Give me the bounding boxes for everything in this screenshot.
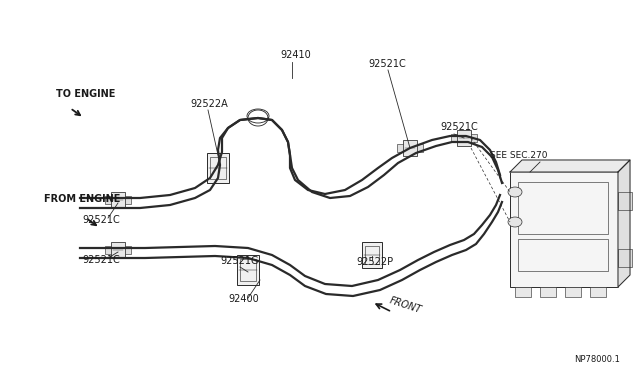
Bar [365, 246, 379, 264]
Text: 92521C: 92521C [82, 255, 120, 265]
Bar [451, 134, 457, 142]
Bar [207, 153, 229, 183]
Bar [518, 239, 608, 271]
Bar [362, 242, 382, 268]
Bar [237, 255, 259, 285]
Bar [618, 249, 632, 267]
Bar [210, 157, 226, 179]
Bar [471, 134, 477, 142]
Bar [515, 287, 531, 297]
Bar [111, 242, 125, 258]
Text: 92521G: 92521G [220, 256, 259, 266]
Bar [417, 144, 423, 152]
Bar [105, 246, 111, 254]
Bar [618, 192, 632, 210]
Polygon shape [510, 160, 630, 172]
Text: TO ENGINE: TO ENGINE [56, 89, 115, 99]
Ellipse shape [508, 187, 522, 197]
Bar [457, 130, 471, 146]
Bar [540, 287, 556, 297]
Bar [125, 246, 131, 254]
Bar [510, 172, 618, 287]
Bar [397, 144, 403, 152]
Bar [240, 259, 256, 281]
Polygon shape [618, 160, 630, 287]
Bar [111, 192, 125, 208]
Text: 92522P: 92522P [356, 257, 393, 267]
Text: 92521C: 92521C [368, 59, 406, 69]
Bar [125, 196, 131, 204]
Bar [105, 196, 111, 204]
Bar [403, 140, 417, 156]
Text: FRONT: FRONT [388, 295, 422, 315]
Ellipse shape [508, 217, 522, 227]
Bar [565, 287, 581, 297]
Bar [590, 287, 606, 297]
Bar [518, 182, 608, 234]
Text: 92521C: 92521C [82, 215, 120, 225]
Text: 92410: 92410 [280, 50, 311, 60]
Text: SEE SEC.270: SEE SEC.270 [490, 151, 547, 160]
Text: 92521C: 92521C [440, 122, 477, 132]
Text: 92522A: 92522A [190, 99, 228, 109]
Text: 92400: 92400 [228, 294, 259, 304]
Text: NP78000.1: NP78000.1 [574, 355, 620, 364]
Text: FROM ENGINE: FROM ENGINE [44, 194, 120, 204]
